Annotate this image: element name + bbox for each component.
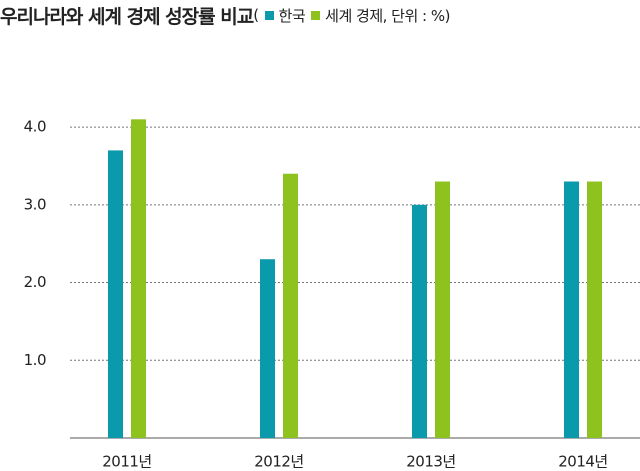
x-tick-label: 2013년	[406, 453, 455, 471]
bar	[260, 259, 275, 438]
bar	[564, 181, 579, 438]
y-tick-label: 2.0	[24, 273, 46, 291]
y-tick-label: 1.0	[24, 351, 46, 369]
legend-label: 세계 경제	[325, 6, 383, 25]
unit-note: , 단위 : %)	[382, 6, 451, 25]
x-tick-label: 2012년	[254, 453, 303, 471]
bar	[283, 173, 298, 438]
legend-swatch	[311, 10, 321, 20]
legend-label: 한국	[278, 6, 306, 25]
bar	[587, 181, 602, 438]
header: 우리나라와 세계 경제 성장률 비교 ( 한국 세계 경제 , 단위 : %)	[0, 0, 450, 30]
bar	[412, 204, 427, 438]
x-tick-label: 2011년	[102, 453, 151, 471]
bar	[435, 181, 450, 438]
legend-prefix: (	[253, 6, 259, 24]
bar	[131, 119, 146, 439]
legend-swatch	[264, 10, 274, 20]
bar	[108, 150, 123, 438]
chart-title: 우리나라와 세계 경제 성장률 비교	[0, 5, 254, 28]
x-tick-label: 2014년	[558, 453, 607, 471]
y-tick-label: 4.0	[24, 118, 46, 136]
y-tick-label: 3.0	[24, 195, 46, 213]
